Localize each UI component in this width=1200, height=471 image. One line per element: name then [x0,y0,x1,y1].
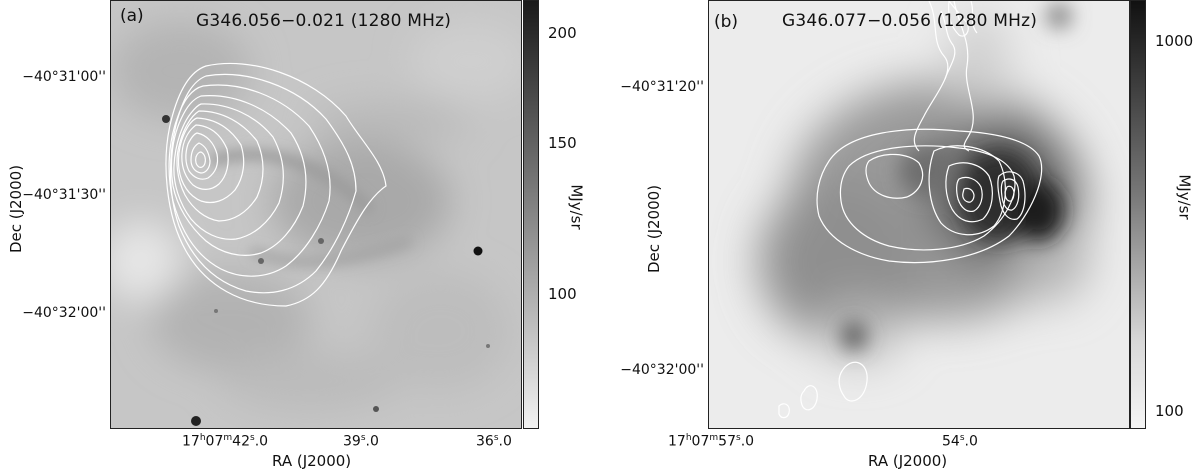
ra-tick-b-1: 17h07m57s.0 [668,433,755,450]
colorbar-unit-b: MJy/sr [1175,174,1194,220]
dec-tick-b-2: −40°32'00'' [620,362,704,378]
source-title-a: G346.056−0.021 (1280 MHz) [196,11,452,31]
colorbar-b [1130,0,1146,429]
image-canvas-b [709,1,1129,428]
dec-tick-a-1: −40°31'00'' [22,69,106,85]
colorbar-tick-a-3: 100 [548,285,577,303]
colorbar-a [523,0,539,429]
filaments-a [209,149,413,266]
panel-a: (a) G346.056−0.021 (1280 MHz) −40°31'00'… [7,0,586,470]
ra-tick-a-1: 17h07m42s.0 [182,433,269,450]
grayscale-image-a [110,0,522,429]
contours-b [778,1,1043,419]
colorbar-tick-b-2: 100 [1155,402,1184,420]
source-title-b: G346.077−0.056 (1280 MHz) [782,11,1038,31]
grayscale-image-b [708,0,1130,429]
ra-tick-a-2: 39s.0 [343,433,379,450]
colorbar-tick-a-1: 200 [548,24,577,42]
panel-label-b: (b) [714,12,739,32]
panel-b: (b) G346.077−0.056 (1280 MHz) −40°31'20'… [600,0,1200,471]
image-canvas-a [111,1,521,428]
ra-tick-a-3: 36s.0 [476,433,512,450]
x-axis-title-a: RA (J2000) [272,452,352,470]
colorbar-unit-a: MJy/sr [567,184,586,230]
dec-tick-a-2: −40°31'30'' [22,187,106,203]
contours-a [165,62,387,307]
colorbar-tick-b-1: 1000 [1155,32,1194,50]
x-axis-title-b: RA (J2000) [868,452,948,470]
ra-tick-b-2: 54s.0 [942,433,978,450]
y-axis-title-a: Dec (J2000) [7,164,26,254]
dec-tick-b-1: −40°31'20'' [620,79,704,95]
colorbar-tick-a-2: 150 [548,134,577,152]
dec-tick-a-3: −40°32'00'' [22,305,106,321]
y-axis-title-b: Dec (J2000) [645,184,664,274]
point-sources-a [162,115,490,426]
panel-label-a: (a) [120,6,144,26]
